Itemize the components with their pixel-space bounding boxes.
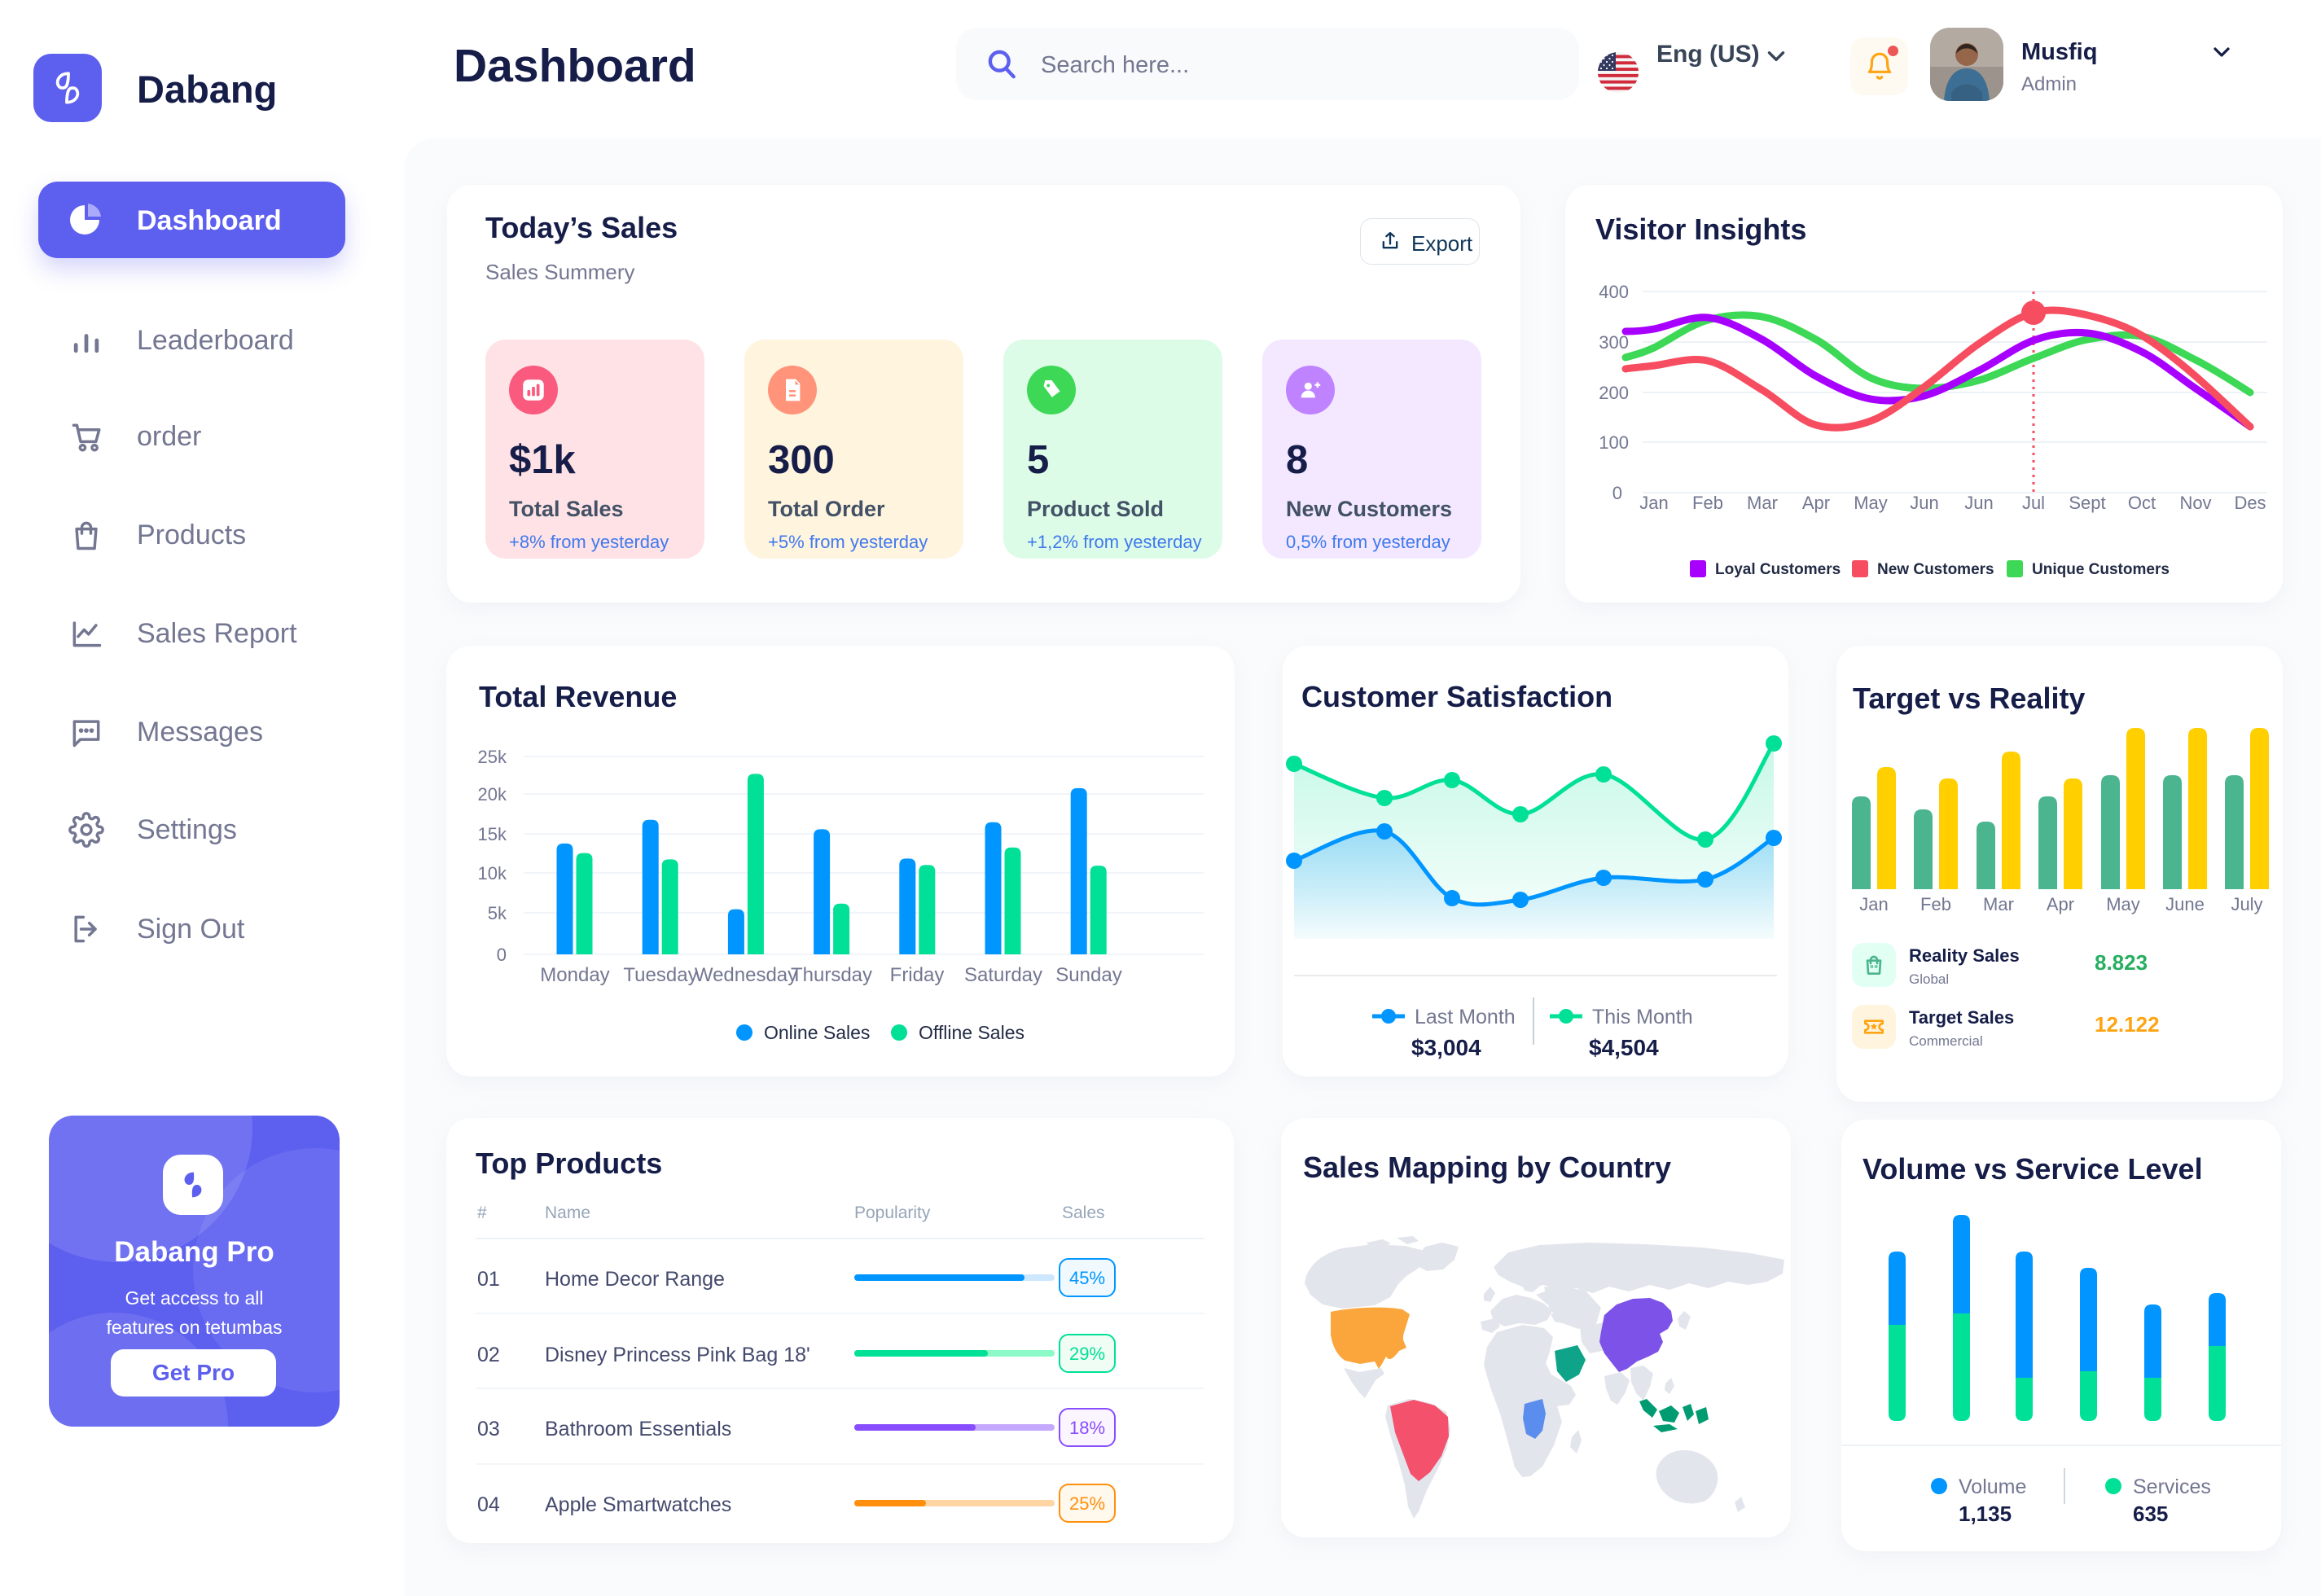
- svg-text:10k: 10k: [478, 863, 507, 884]
- svg-text:15k: 15k: [478, 824, 507, 844]
- svg-text:$3,004: $3,004: [1411, 1035, 1481, 1060]
- svg-text:Saturday: Saturday: [964, 964, 1042, 986]
- svg-text:Online Sales: Online Sales: [764, 1022, 870, 1043]
- svg-text:Apr: Apr: [2047, 894, 2074, 914]
- svg-text:Thursday: Thursday: [791, 964, 872, 986]
- svg-text:5k: 5k: [488, 903, 507, 923]
- svg-text:200: 200: [1599, 383, 1629, 403]
- svg-text:Jun: Jun: [1964, 493, 1993, 513]
- svg-text:Sunday: Sunday: [1055, 964, 1121, 986]
- svg-text:Apr: Apr: [1802, 493, 1830, 513]
- svg-text:Jan: Jan: [1639, 493, 1668, 513]
- svg-text:Jun: Jun: [1910, 493, 1938, 513]
- svg-text:Des: Des: [2234, 493, 2266, 513]
- svg-text:Wednesday: Wednesday: [695, 964, 797, 986]
- svg-text:635: 635: [2133, 1502, 2168, 1526]
- svg-text:Jul: Jul: [2022, 493, 2045, 513]
- svg-text:0: 0: [1612, 483, 1622, 503]
- svg-text:0: 0: [497, 945, 507, 965]
- svg-text:Mar: Mar: [1747, 493, 1778, 513]
- svg-text:Monday: Monday: [540, 964, 609, 986]
- svg-text:Tuesday: Tuesday: [623, 964, 697, 986]
- svg-text:Services: Services: [2133, 1475, 2211, 1498]
- svg-text:$4,504: $4,504: [1589, 1035, 1659, 1060]
- svg-text:New Customers: New Customers: [1877, 561, 1994, 578]
- svg-text:Sept: Sept: [2069, 493, 2105, 513]
- svg-text:Unique Customers: Unique Customers: [2032, 561, 2170, 578]
- svg-text:May: May: [2106, 894, 2140, 914]
- svg-text:Loyal Customers: Loyal Customers: [1715, 561, 1841, 578]
- svg-text:Friday: Friday: [890, 964, 945, 986]
- svg-text:July: July: [2231, 894, 2262, 914]
- svg-text:Nov: Nov: [2179, 493, 2211, 513]
- svg-text:This Month: This Month: [1592, 1006, 1693, 1028]
- svg-text:400: 400: [1599, 282, 1629, 302]
- svg-text:Last Month: Last Month: [1415, 1006, 1516, 1028]
- svg-text:100: 100: [1599, 432, 1629, 453]
- svg-text:Feb: Feb: [1692, 493, 1723, 513]
- svg-text:Jan: Jan: [1859, 894, 1888, 914]
- svg-text:1,135: 1,135: [1959, 1502, 2012, 1526]
- svg-text:May: May: [1854, 493, 1888, 513]
- svg-text:June: June: [2165, 894, 2205, 914]
- svg-text:25k: 25k: [478, 747, 507, 767]
- svg-text:Mar: Mar: [1983, 894, 2014, 914]
- svg-text:Oct: Oct: [2128, 493, 2156, 513]
- svg-text:Feb: Feb: [1920, 894, 1951, 914]
- svg-text:20k: 20k: [478, 784, 507, 805]
- svg-text:Volume: Volume: [1959, 1475, 2026, 1498]
- svg-text:300: 300: [1599, 332, 1629, 353]
- svg-text:Offline Sales: Offline Sales: [919, 1022, 1024, 1043]
